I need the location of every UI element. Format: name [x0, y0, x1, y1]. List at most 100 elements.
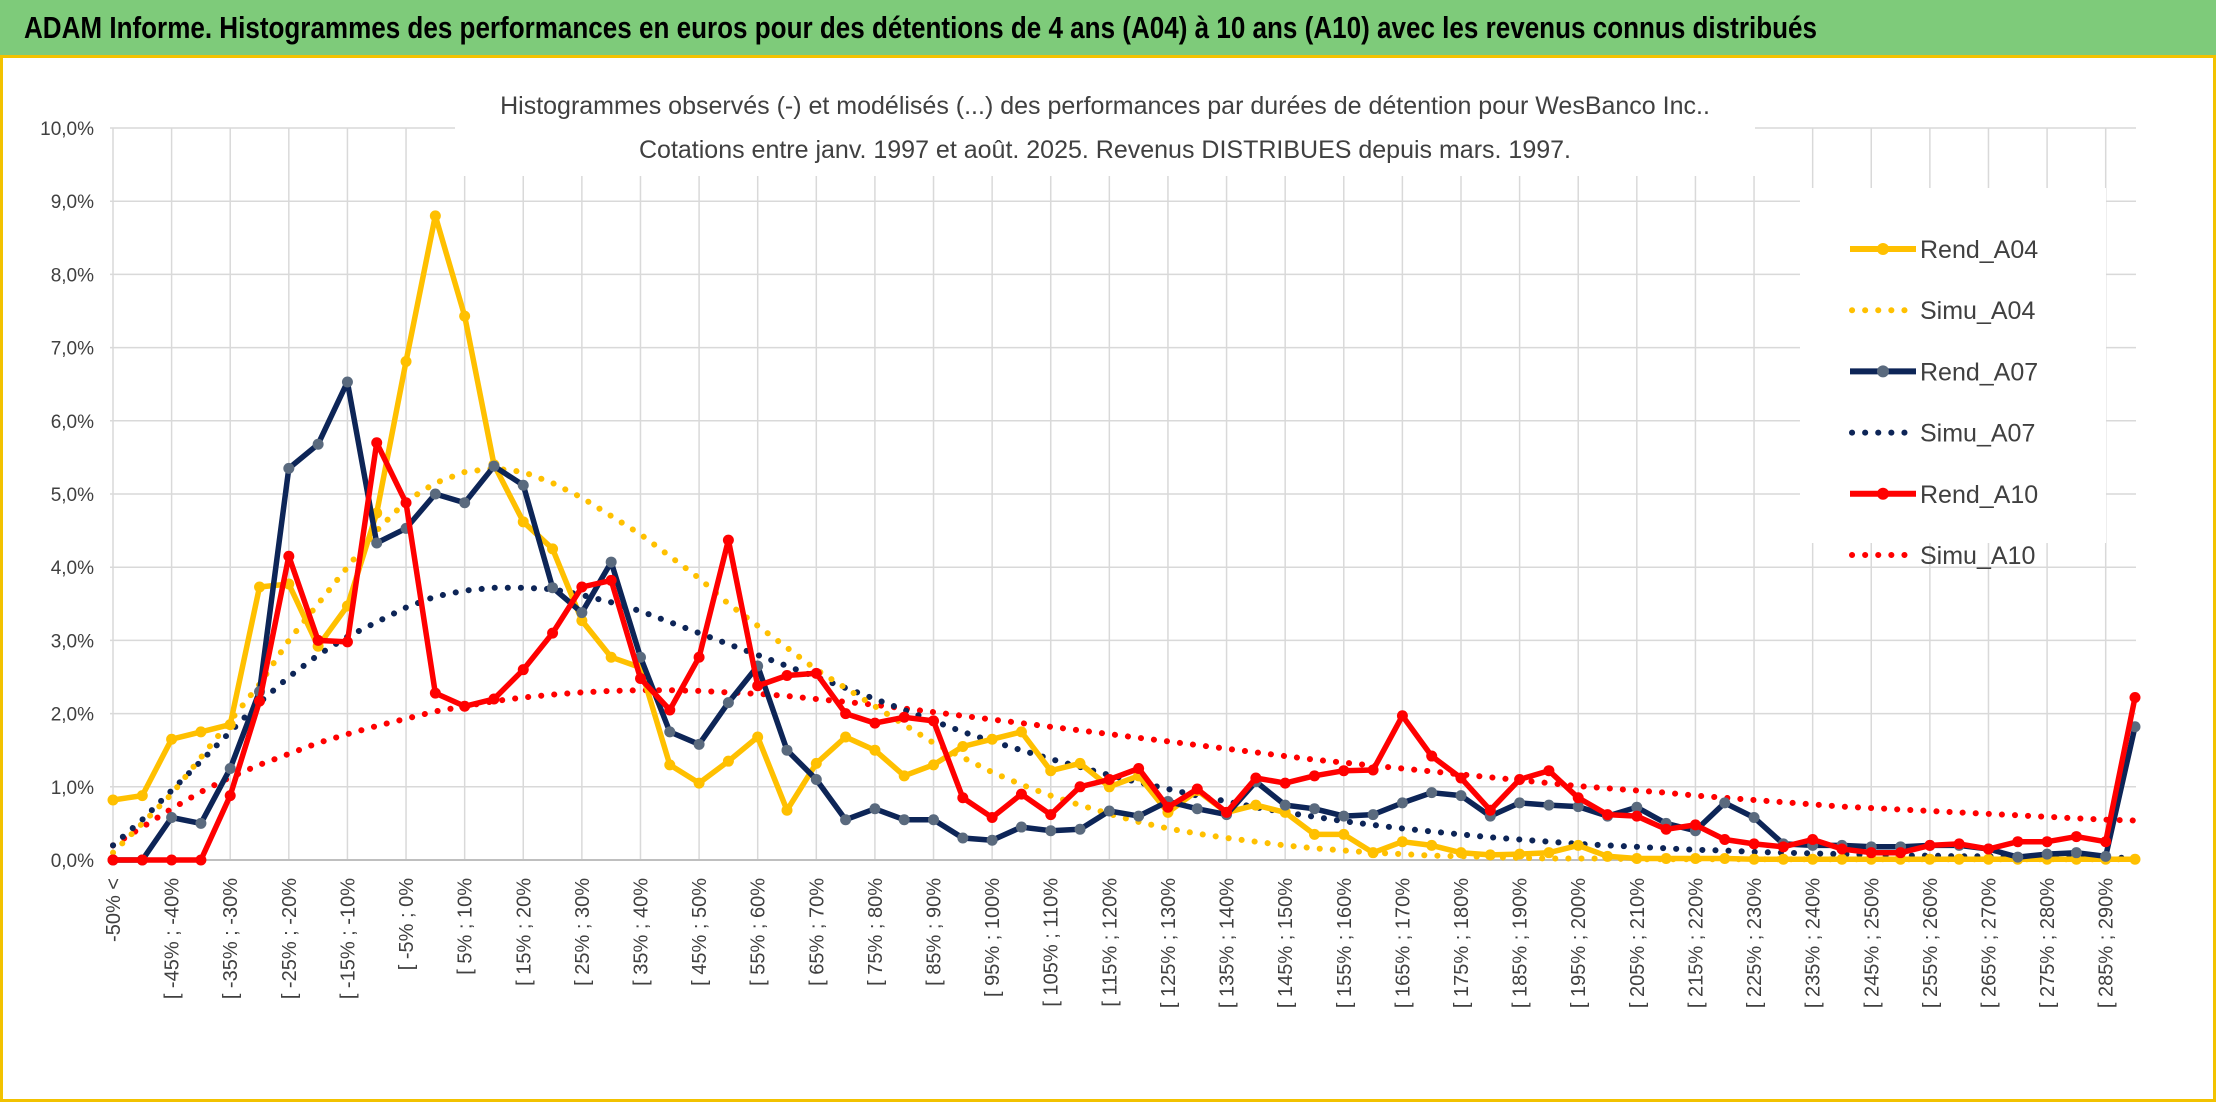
data-point — [576, 607, 588, 619]
data-point — [1572, 792, 1584, 804]
data-point — [195, 817, 207, 829]
data-point — [1514, 848, 1526, 860]
data-point — [1396, 710, 1408, 722]
data-point — [781, 804, 793, 816]
data-point — [1777, 841, 1789, 853]
chart-title-line: Cotations entre janv. 1997 et août. 2025… — [639, 136, 1571, 164]
data-point — [928, 715, 940, 727]
x-tick-label: [ 265% ; 270% — [1978, 878, 2000, 1008]
data-point — [1338, 810, 1350, 822]
y-tick-label: 10,0% — [40, 119, 94, 140]
data-point — [576, 615, 588, 627]
x-tick-label: [ -45% ; -40% — [162, 878, 184, 999]
data-point — [107, 854, 119, 866]
data-point — [752, 680, 764, 692]
data-point — [1426, 787, 1438, 799]
data-point — [429, 210, 441, 222]
data-point — [224, 719, 236, 731]
data-point — [1455, 847, 1467, 859]
data-point — [1191, 783, 1203, 795]
data-point — [1455, 772, 1467, 784]
data-point — [1484, 849, 1496, 861]
legend-marker — [1877, 365, 1889, 378]
data-point — [1221, 806, 1233, 818]
legend-marker — [1877, 243, 1889, 255]
legend-label: Rend_A04 — [1920, 236, 2038, 264]
data-point — [840, 708, 852, 720]
data-point — [1045, 825, 1057, 837]
legend-label: Rend_A10 — [1920, 481, 2038, 509]
x-tick-label: [ 275% ; 280% — [2037, 878, 2059, 1008]
data-point — [254, 695, 266, 707]
data-point — [1631, 853, 1643, 865]
data-point — [371, 437, 383, 449]
data-point — [517, 664, 529, 676]
data-point — [869, 717, 881, 729]
x-tick-label: [ 285% ; 290% — [2096, 878, 2118, 1008]
x-tick-label: [ 5% ; 10% — [455, 878, 477, 975]
header-banner: ADAM Informe. Histogrammes des performan… — [0, 0, 2216, 58]
data-point — [1250, 799, 1262, 811]
data-point — [1514, 797, 1526, 809]
data-point — [1074, 823, 1086, 835]
data-point — [1308, 770, 1320, 782]
data-point — [840, 814, 852, 826]
data-point — [1748, 812, 1760, 824]
x-tick-label: [ 185% ; 190% — [1510, 878, 1532, 1008]
data-point — [1953, 853, 1965, 865]
data-point — [1602, 850, 1614, 862]
data-point — [1924, 839, 1936, 851]
data-point — [107, 794, 119, 806]
y-tick-label: 1,0% — [51, 778, 94, 799]
data-point — [224, 790, 236, 802]
data-point — [1074, 781, 1086, 793]
data-point — [1367, 847, 1379, 859]
x-tick-label: [ 115% ; 120% — [1099, 878, 1121, 1007]
data-point — [1836, 853, 1848, 865]
data-point — [1015, 821, 1027, 833]
data-point — [459, 497, 471, 509]
data-point — [136, 790, 148, 802]
data-point — [488, 693, 500, 705]
legend-label: Simu_A04 — [1920, 297, 2035, 325]
data-point — [166, 733, 178, 745]
data-point — [1015, 726, 1027, 738]
data-point — [488, 460, 500, 472]
data-point — [312, 438, 324, 450]
x-tick-label: [ 165% ; 170% — [1392, 878, 1414, 1008]
data-point — [1103, 805, 1115, 817]
data-point — [1279, 777, 1291, 789]
data-point — [1719, 797, 1731, 809]
data-point — [1631, 801, 1643, 813]
data-point — [693, 738, 705, 750]
data-point — [1191, 803, 1203, 815]
data-point — [1250, 772, 1262, 784]
y-tick-label: 7,0% — [51, 339, 94, 360]
x-tick-label: [ 15% ; 20% — [513, 878, 535, 986]
data-point — [371, 537, 383, 549]
legend-entry-simu-a04: Simu_A04 — [1849, 297, 2035, 325]
data-point — [2129, 853, 2141, 865]
series-rend-a10 — [107, 437, 2141, 866]
data-point — [957, 741, 969, 753]
x-tick-label: [ 35% ; 40% — [630, 878, 652, 986]
data-point — [1777, 853, 1789, 865]
data-point — [957, 832, 969, 844]
data-point — [1689, 819, 1701, 831]
data-point — [166, 812, 178, 824]
data-point — [1162, 801, 1174, 813]
y-axis-ticks: 0,0% 1,0% 2,0% 3,0% 4,0% 5,0% 6,0% 7,0% 8,0% 9,0%… — [40, 119, 94, 872]
data-point — [400, 356, 412, 368]
histogram-line-chart: 0,0% 1,0% 2,0% 3,0% 4,0% 5,0% 6,0% 7,0% 8,0% 9,0%… — [40, 80, 2141, 1008]
legend-label: Simu_A07 — [1920, 420, 2035, 448]
data-point — [752, 731, 764, 743]
data-point — [781, 670, 793, 682]
data-point — [547, 543, 559, 555]
data-point — [693, 777, 705, 789]
data-point — [869, 744, 881, 756]
data-point — [1045, 809, 1057, 821]
data-point — [1660, 823, 1672, 835]
data-point — [1279, 799, 1291, 811]
y-tick-label: 2,0% — [51, 705, 94, 726]
